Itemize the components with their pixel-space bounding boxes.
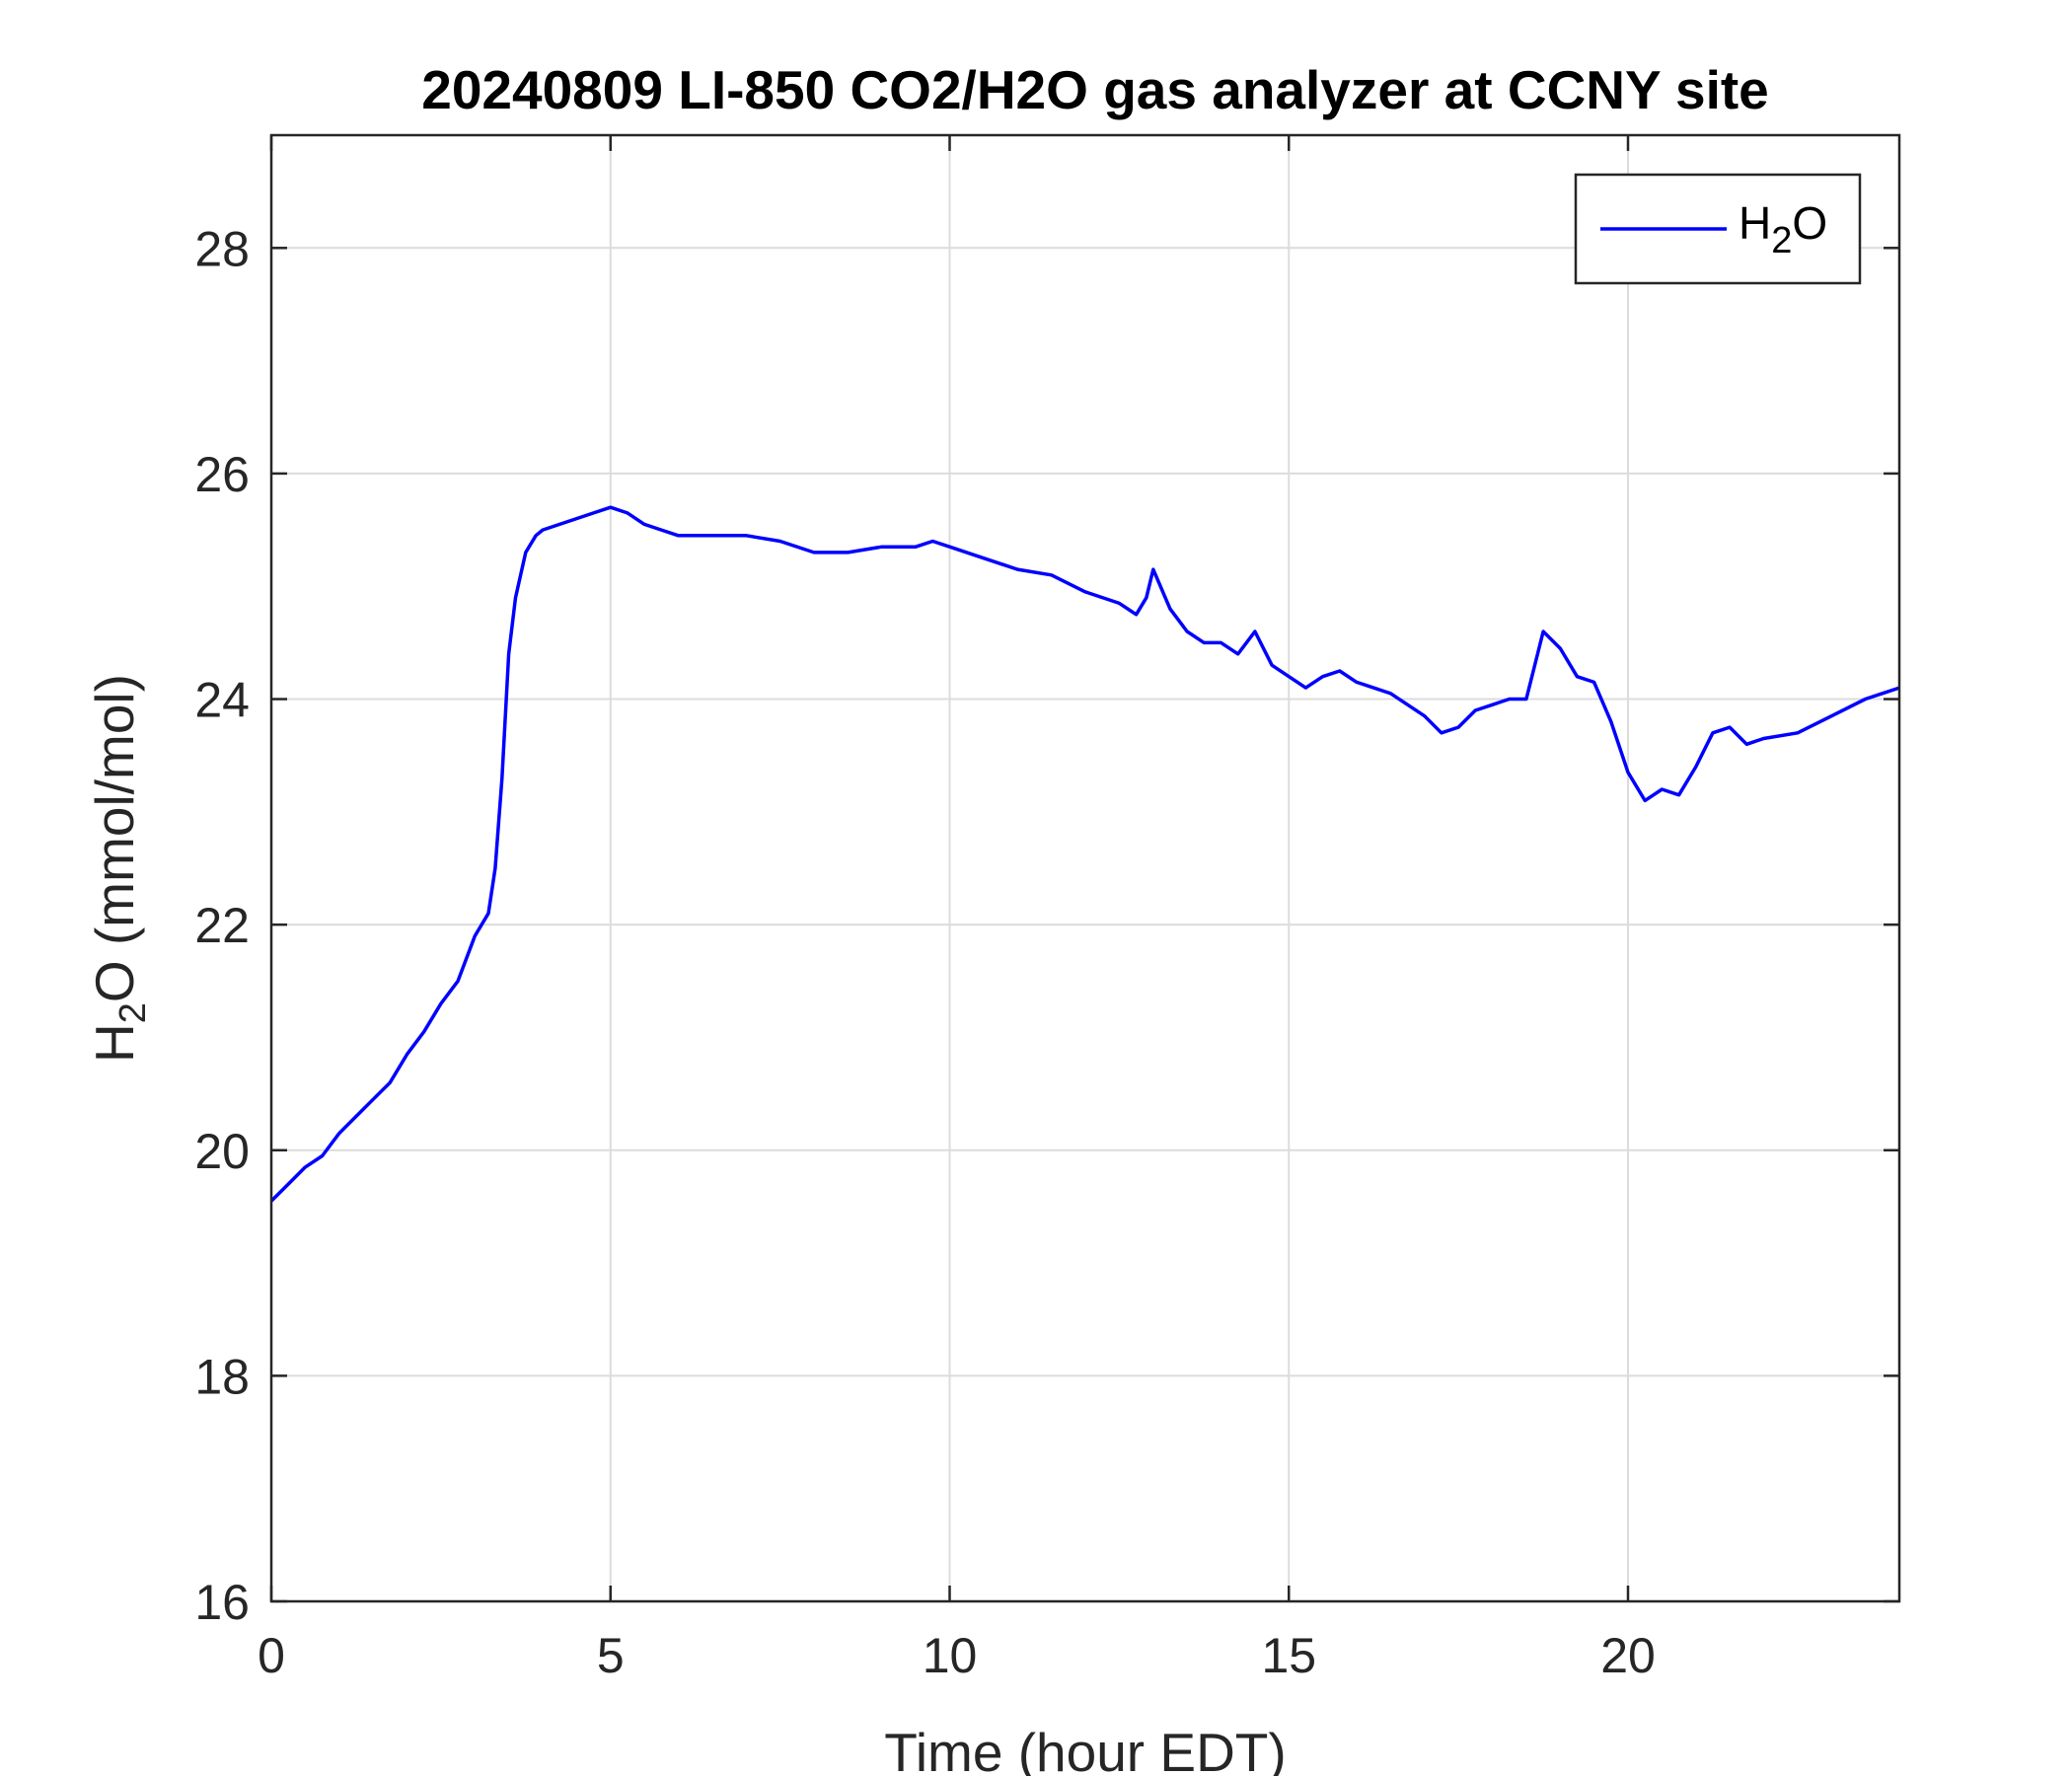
y-axis-label-rest: O (mmol/mol) <box>84 674 145 1002</box>
x-tick-label: 5 <box>597 1628 625 1683</box>
legend-label: H2O <box>1739 197 1827 261</box>
legend: H2O <box>1574 173 1862 285</box>
series-layer <box>269 505 1900 1203</box>
series-line-h2o <box>269 505 1900 1203</box>
y-tick-label: 22 <box>194 898 250 953</box>
y-tick-label: 20 <box>194 1124 250 1179</box>
chart-title: 20240809 LI-850 CO2/H2O gas analyzer at … <box>421 59 1769 120</box>
legend-label-rest: O <box>1792 197 1827 249</box>
y-axis-label: H2O (mmol/mol) <box>84 674 154 1063</box>
x-tick-label: 0 <box>258 1628 285 1683</box>
y-tick-label: 26 <box>194 447 250 502</box>
x-tick-label: 10 <box>923 1628 978 1683</box>
y-tick-label: 24 <box>194 673 250 728</box>
x-tick-label: 15 <box>1261 1628 1316 1683</box>
y-tick-label: 28 <box>194 221 250 276</box>
y-axis-label-main: H <box>84 1023 145 1063</box>
x-tick-label: 20 <box>1600 1628 1656 1683</box>
x-axis-label: Time (hour EDT) <box>884 1722 1286 1776</box>
y-tick-label: 16 <box>194 1575 250 1630</box>
plot-background <box>271 135 1899 1601</box>
legend-label-subscript: 2 <box>1771 220 1792 261</box>
y-axis-label-subscript: 2 <box>112 1002 154 1023</box>
y-tick-labels: 16 18 20 22 24 26 28 <box>194 221 250 1630</box>
plot-frame <box>269 133 1901 1603</box>
legend-label-main: H <box>1739 197 1771 249</box>
tick-marks <box>269 135 1899 1603</box>
x-tick-labels: 0 5 10 15 20 <box>258 1628 1656 1683</box>
y-tick-label: 18 <box>194 1349 250 1404</box>
plot-area <box>269 133 1901 1603</box>
